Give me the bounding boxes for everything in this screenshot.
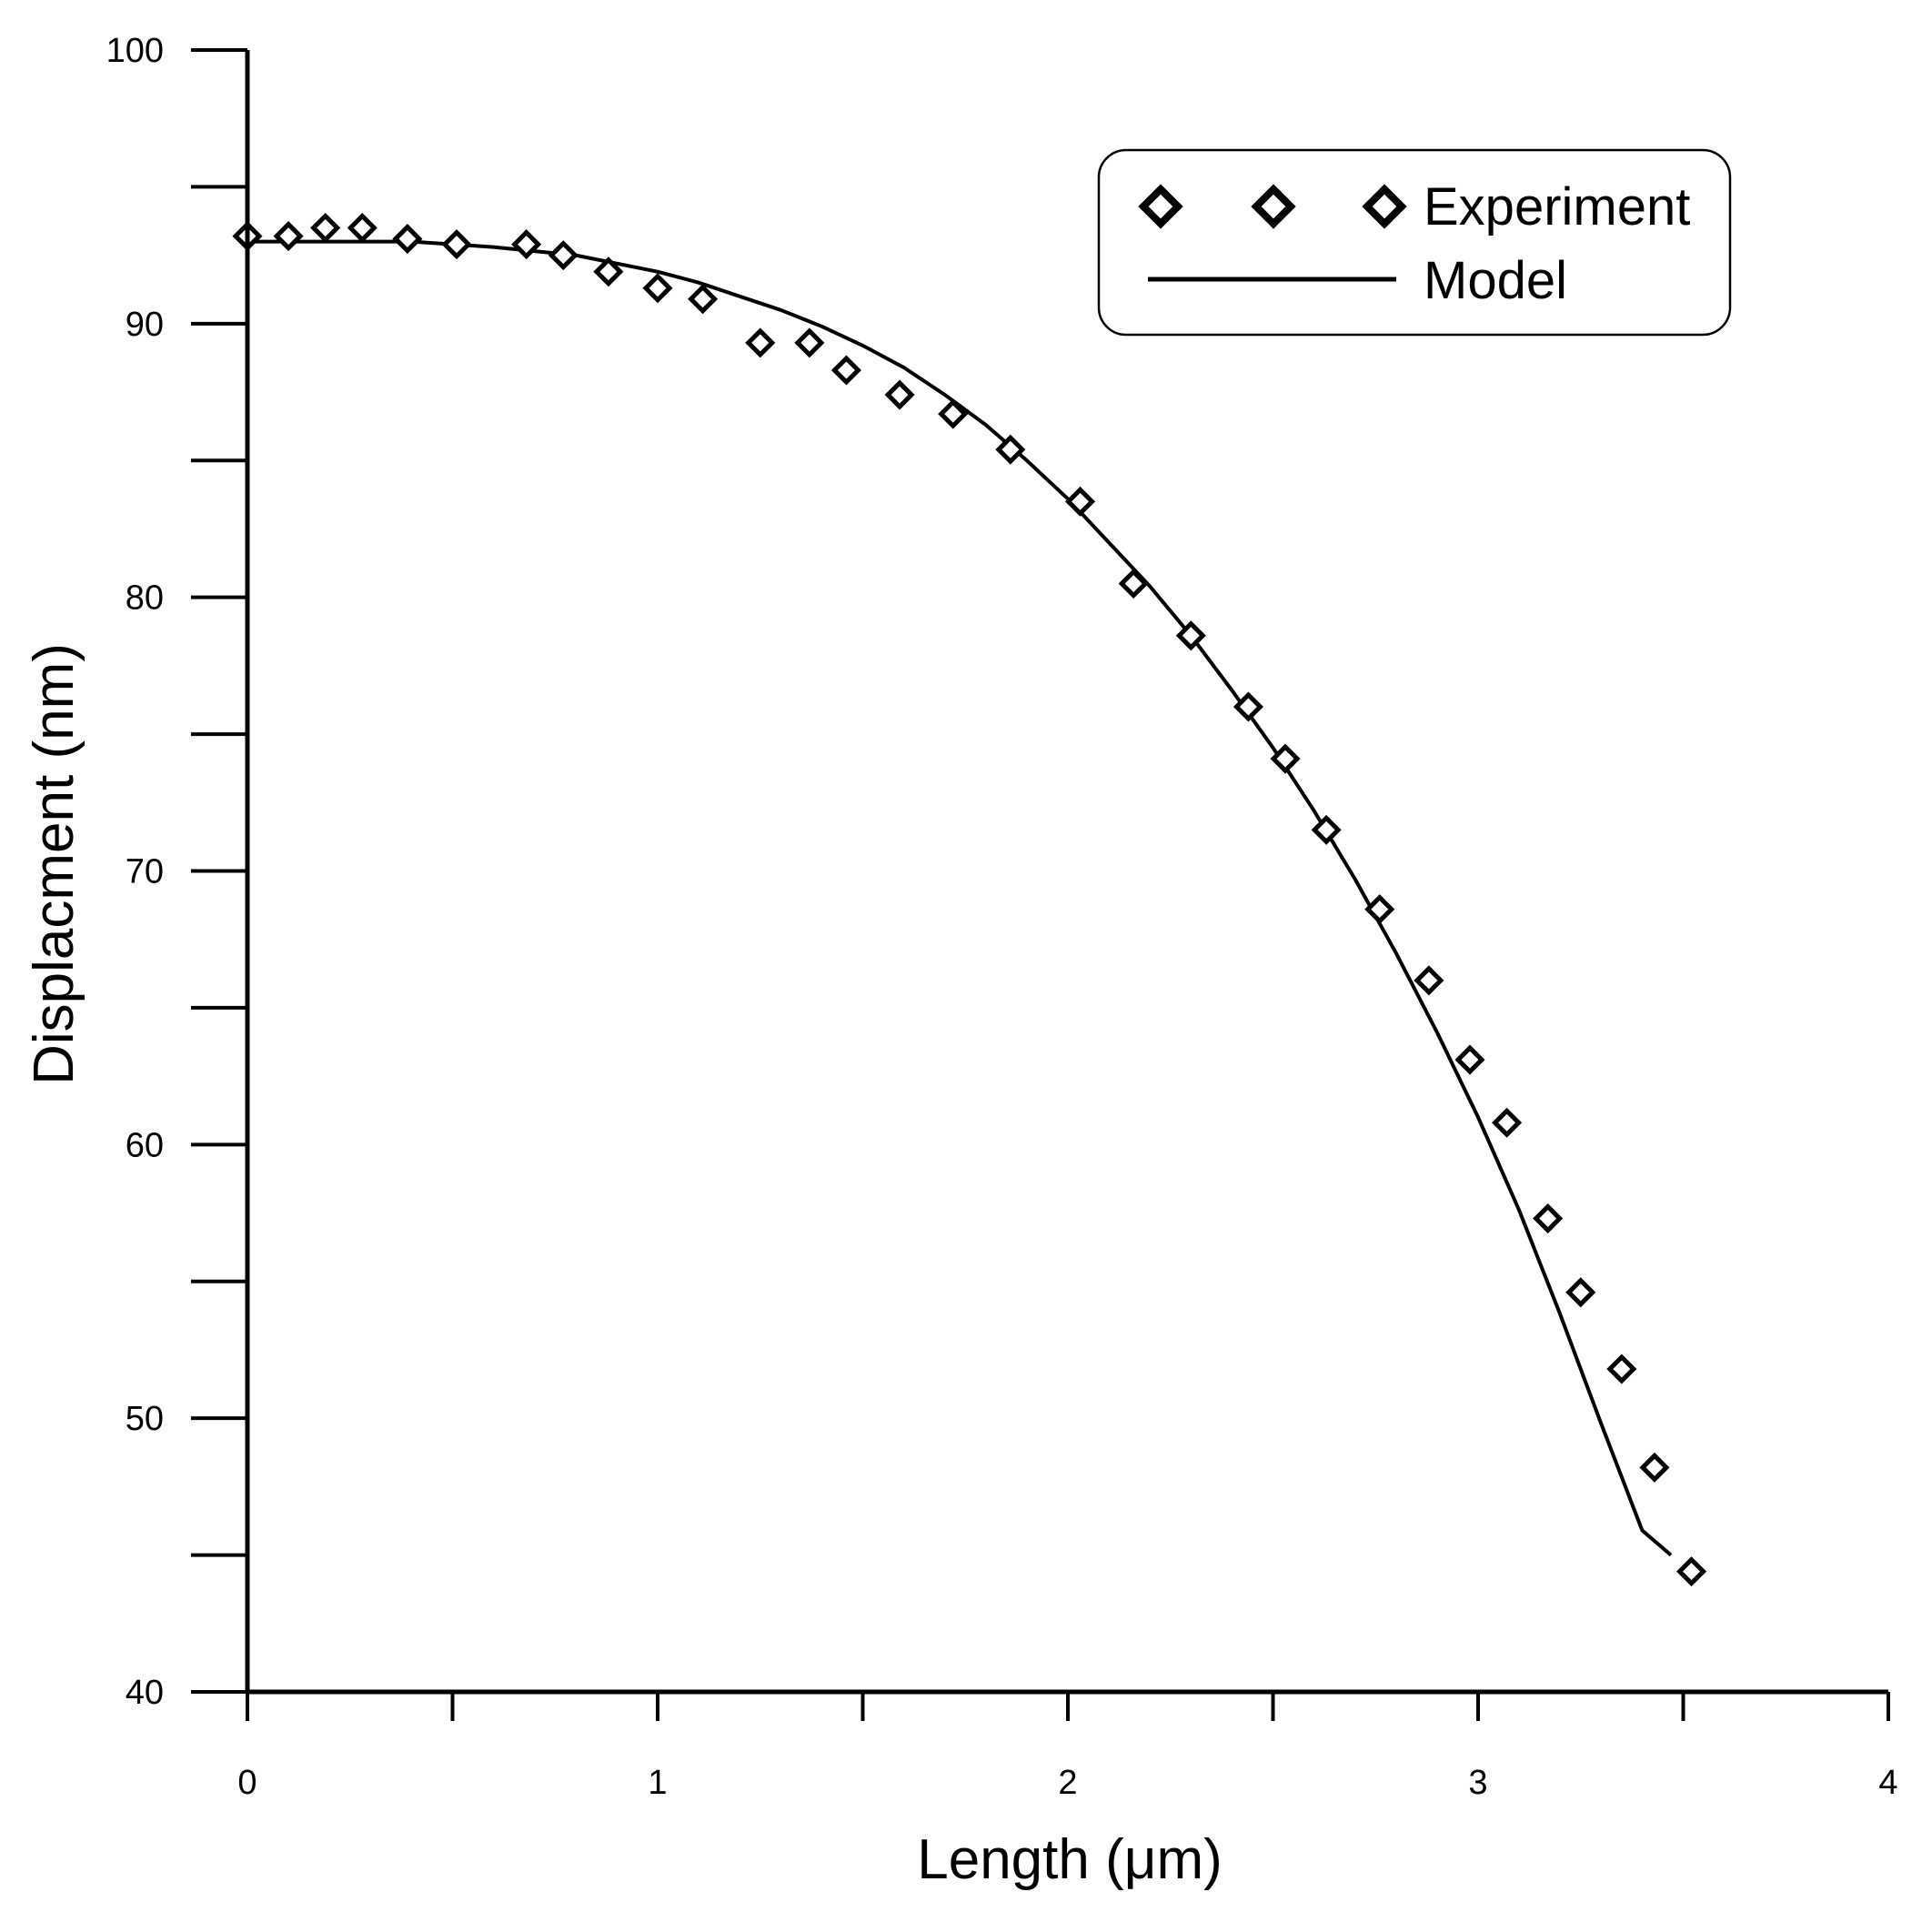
x-tick-label: 0 <box>237 1764 257 1802</box>
experiment-point <box>1606 1353 1637 1384</box>
y-tick-label: 50 <box>126 1400 164 1438</box>
experiment-point <box>1311 814 1342 845</box>
experiment-point <box>441 229 472 260</box>
y-tick-label: 90 <box>126 306 164 344</box>
y-tick-label: 70 <box>126 853 164 891</box>
experiment-point <box>938 398 969 429</box>
experiment-point <box>1639 1452 1670 1483</box>
x-tick-label: 4 <box>1878 1764 1897 1802</box>
experiment-point <box>1675 1556 1707 1587</box>
legend-diamond-icon <box>1362 184 1407 229</box>
experiment-point <box>1492 1107 1523 1138</box>
model-line <box>247 239 1673 1557</box>
experiment-point <box>273 221 304 252</box>
legend-diamond-icon <box>1251 184 1296 229</box>
experiment-point <box>1064 486 1096 517</box>
legend: Experiment Model <box>1097 148 1732 337</box>
axis-layer: 40 50 60 70 80 90 100 0 1 2 3 4 <box>106 32 1898 1802</box>
y-tick-label: 100 <box>106 32 164 70</box>
legend-diamond-icon <box>1138 184 1183 229</box>
experiment-point <box>1233 691 1263 722</box>
experiment-point <box>593 257 624 287</box>
experiment-point <box>392 224 423 255</box>
y-tick-label: 80 <box>126 579 164 618</box>
experiment-point <box>511 229 542 260</box>
experiment-point <box>1565 1277 1596 1308</box>
experiment-point <box>1454 1044 1485 1075</box>
experiment-point <box>642 273 673 304</box>
experiment-point <box>884 379 915 410</box>
legend-label-experiment: Experiment <box>1424 177 1690 236</box>
experiment-point <box>688 284 719 315</box>
experiment-point <box>1414 965 1444 996</box>
experiment-point <box>830 355 861 386</box>
experiment-point <box>310 213 341 244</box>
experiment-point <box>1364 894 1395 925</box>
experiment-point <box>794 327 825 358</box>
experiment-point <box>745 327 776 358</box>
y-tick-label: 40 <box>126 1674 164 1712</box>
experiment-point <box>1118 569 1149 599</box>
legend-label-model: Model <box>1424 251 1567 310</box>
x-axis-title: Length (μm) <box>917 1828 1223 1891</box>
x-tick-label: 3 <box>1468 1764 1487 1802</box>
experiment-point <box>1533 1203 1564 1234</box>
x-tick-label: 2 <box>1058 1764 1077 1802</box>
experiment-point <box>347 213 377 244</box>
x-tick-label: 1 <box>648 1764 667 1802</box>
y-axis-title: Displacment (nm) <box>23 643 86 1085</box>
experiment-point <box>1270 743 1301 774</box>
legend-experiment-markers <box>1138 184 1407 229</box>
legend-box <box>1097 148 1732 337</box>
experiment-point <box>995 434 1026 465</box>
plot-layer <box>232 213 1707 1587</box>
experiment-point <box>1175 620 1206 651</box>
experiment-point <box>548 240 579 271</box>
y-tick-label: 60 <box>126 1126 164 1164</box>
